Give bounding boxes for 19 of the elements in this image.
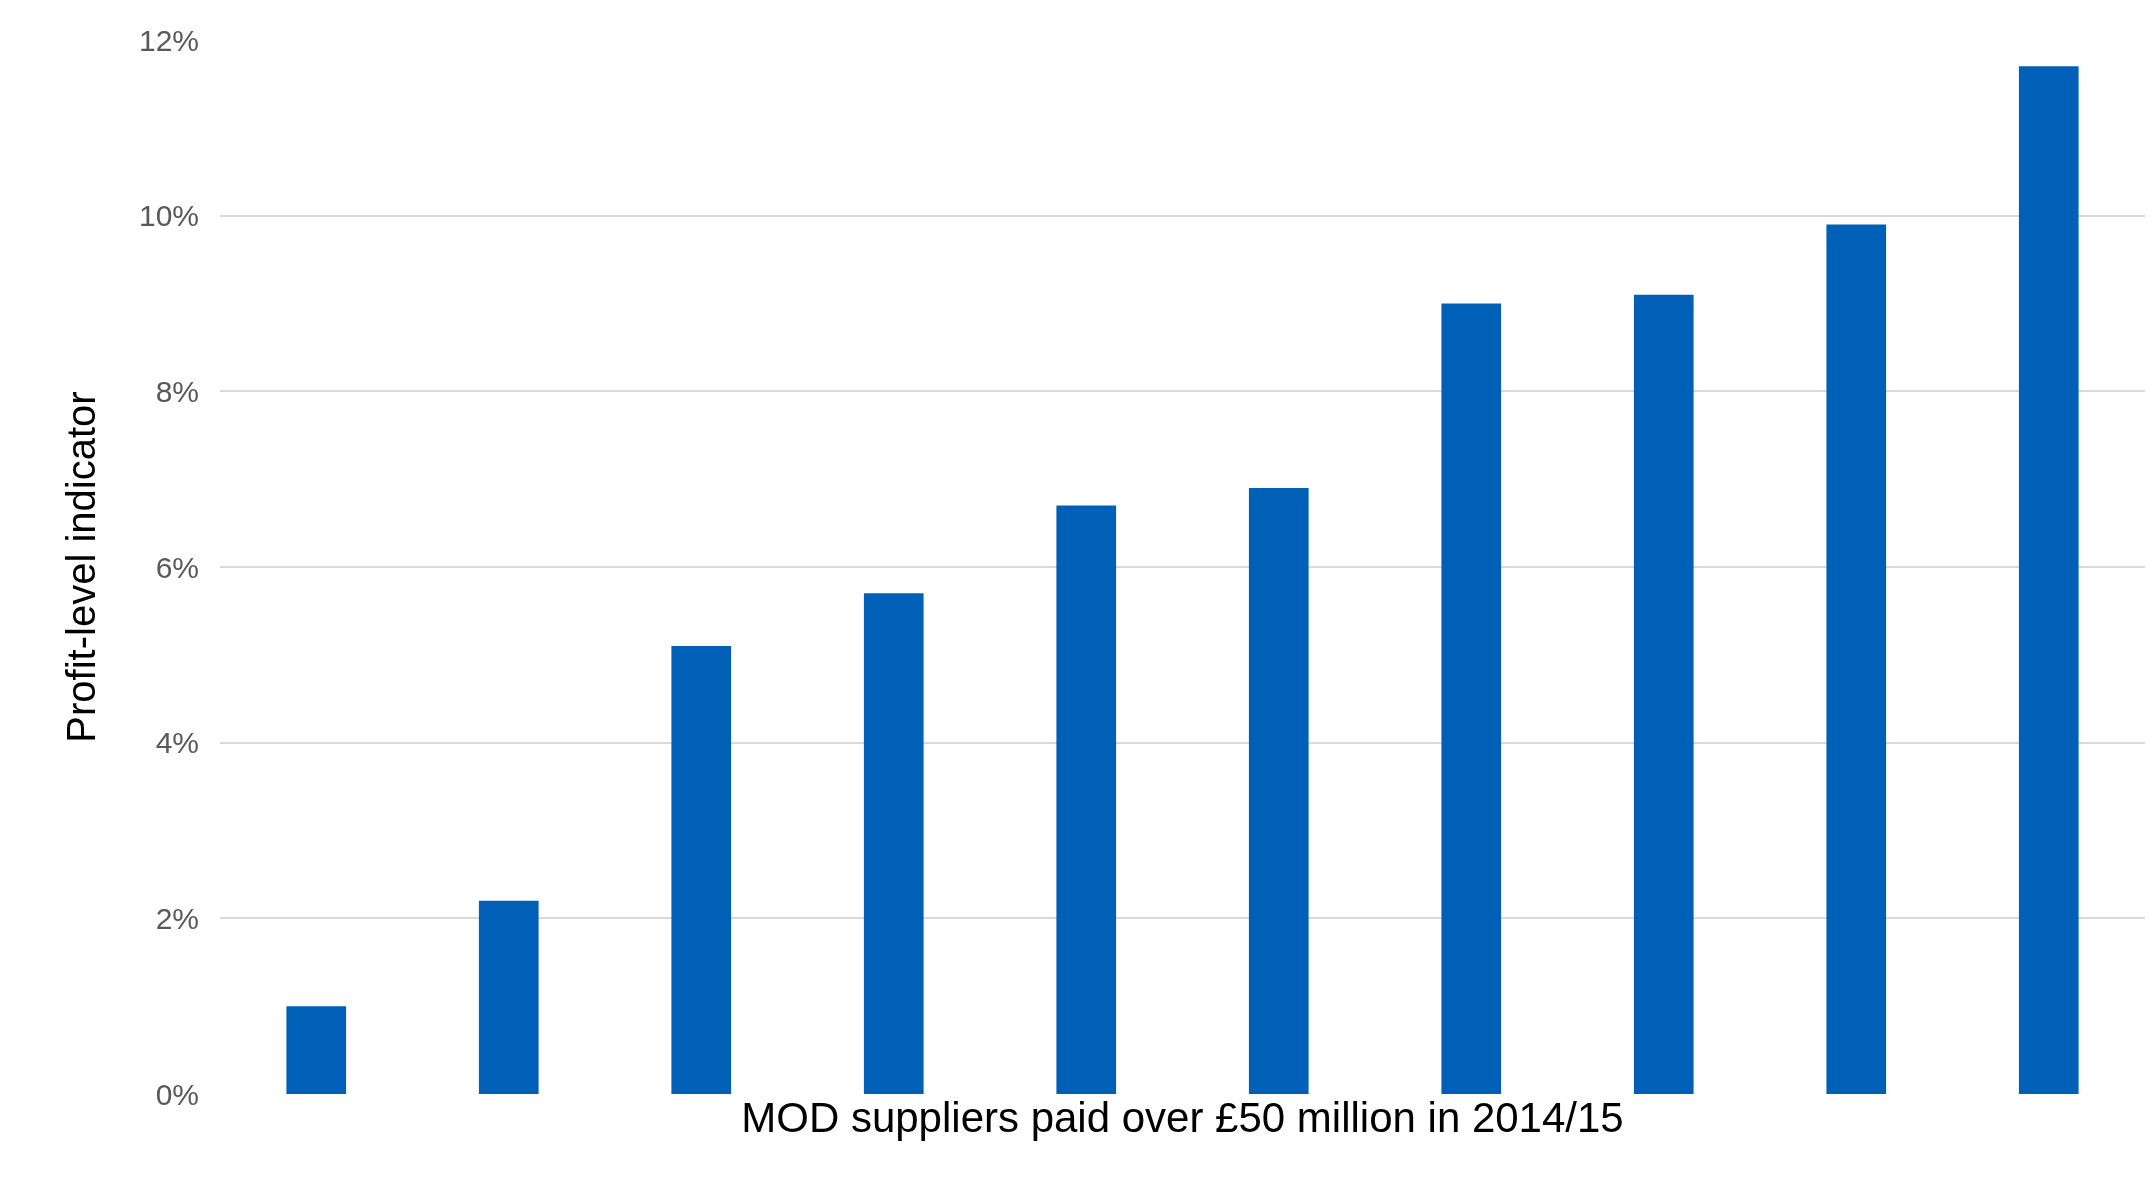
bar (1248, 487, 1309, 1094)
bar (286, 1006, 347, 1094)
bar (863, 593, 924, 1094)
y-tick-label: 2% (155, 901, 199, 935)
bar (1826, 224, 1887, 1094)
y-tick-label: 8% (155, 374, 199, 408)
y-tick-label: 0% (155, 1077, 199, 1111)
y-tick-label: 6% (155, 550, 199, 584)
y-tick-label: 10% (138, 199, 199, 233)
x-axis-title: MOD suppliers paid over £50 million in 2014/15 (741, 1093, 1624, 1141)
y-tick-label: 4% (155, 726, 199, 760)
bar (1441, 303, 1502, 1094)
bar (478, 900, 539, 1094)
bar (1056, 505, 1117, 1094)
y-axis-title: Profit-level indicator (59, 391, 104, 743)
bar (1633, 294, 1694, 1094)
bar (671, 646, 732, 1094)
bar (2018, 66, 2079, 1094)
y-tick-label: 12% (138, 23, 199, 57)
